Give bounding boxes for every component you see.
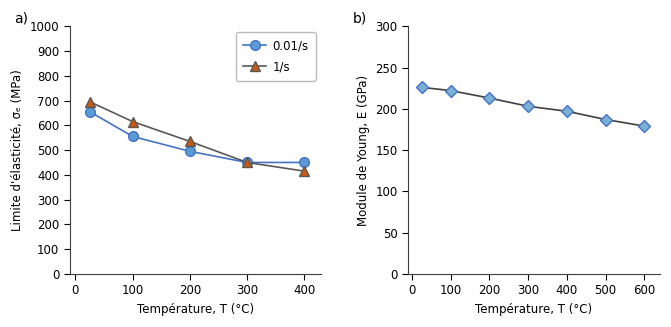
Text: a): a) xyxy=(14,11,28,26)
Y-axis label: Module de Young, E (GPa): Module de Young, E (GPa) xyxy=(357,75,370,226)
E xyxy=(524,104,532,108)
1/s xyxy=(300,169,308,173)
E xyxy=(602,117,610,121)
E xyxy=(563,109,571,113)
X-axis label: Température, T (°C): Température, T (°C) xyxy=(137,303,254,316)
1/s xyxy=(186,139,194,143)
0.01/s xyxy=(243,161,251,164)
0.01/s xyxy=(186,149,194,153)
0.01/s xyxy=(300,161,308,164)
Line: 0.01/s: 0.01/s xyxy=(85,107,309,167)
0.01/s xyxy=(129,134,137,138)
Text: b): b) xyxy=(353,11,367,26)
Line: E: E xyxy=(417,83,649,130)
E xyxy=(640,124,648,128)
Y-axis label: Limite d'élasticité, σₑ (MPa): Limite d'élasticité, σₑ (MPa) xyxy=(11,69,24,231)
Legend: 0.01/s, 1/s: 0.01/s, 1/s xyxy=(236,32,315,80)
X-axis label: Température, T (°C): Température, T (°C) xyxy=(476,303,592,316)
1/s xyxy=(86,100,94,104)
E xyxy=(447,89,455,93)
Line: 1/s: 1/s xyxy=(85,97,309,176)
E xyxy=(485,96,493,100)
E xyxy=(417,85,425,89)
1/s xyxy=(129,120,137,124)
0.01/s xyxy=(86,110,94,114)
1/s xyxy=(243,161,251,164)
